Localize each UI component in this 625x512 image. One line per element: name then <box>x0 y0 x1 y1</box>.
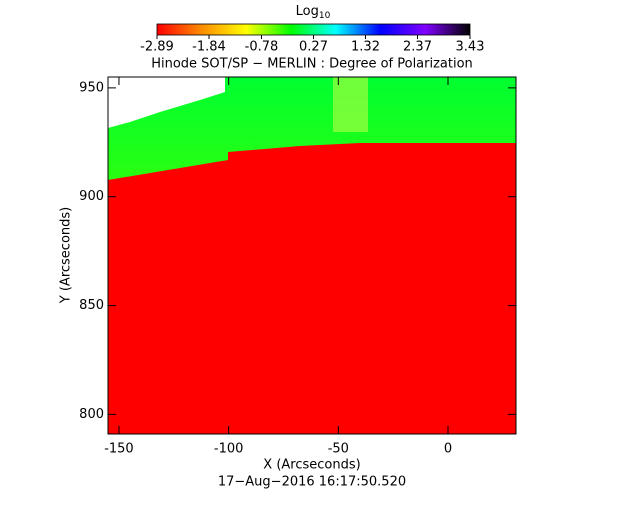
colorbar-tick-label: 2.37 <box>403 40 432 55</box>
x-tick-label: 0 <box>444 442 452 457</box>
colorbar-tick-label: 1.32 <box>351 40 380 55</box>
colorbar-tick-label: -1.84 <box>192 40 226 55</box>
x-axis-label: X (Arcseconds) <box>263 458 360 473</box>
y-axis-label: Y (Arcseconds) <box>59 207 74 304</box>
y-tick-label: 950 <box>79 80 104 95</box>
image-region <box>108 77 225 128</box>
colorbar-label: Log10 <box>296 4 331 21</box>
y-tick-label: 850 <box>79 298 104 313</box>
colorbar-label-subscript: 10 <box>319 11 331 21</box>
plot-frame <box>107 76 517 435</box>
x-tick-label: -150 <box>104 442 134 457</box>
colorbar-tick-label: -2.89 <box>140 40 174 55</box>
x-tick-label: -100 <box>214 442 244 457</box>
image-region <box>333 77 368 132</box>
colorbar-tick-label: 0.27 <box>299 40 328 55</box>
y-tick-label: 900 <box>79 189 104 204</box>
colorbar-tick-label: 3.43 <box>456 40 485 55</box>
colorbar-label-text: Log <box>296 4 319 19</box>
x-tick-label: -50 <box>328 442 349 457</box>
chart-title: Hinode SOT/SP − MERLIN : Degree of Polar… <box>151 57 473 72</box>
image-region <box>108 143 516 434</box>
colorbar <box>156 23 471 36</box>
footer: 17−Aug−2016 16:17:50.520 <box>218 475 406 490</box>
y-tick-label: 800 <box>79 407 104 422</box>
image <box>108 77 516 434</box>
colorbar-tick-label: -0.78 <box>245 40 279 55</box>
